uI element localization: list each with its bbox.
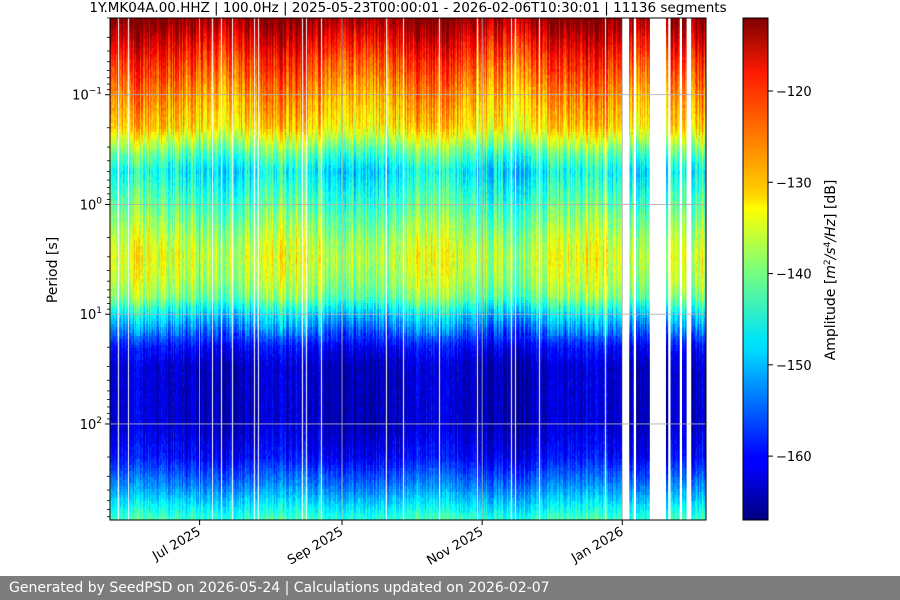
colorbar-tick-label: −120: [776, 85, 812, 100]
x-tick-label: Jul 2025: [149, 524, 203, 564]
colorbar-tick-label: −150: [776, 359, 812, 374]
data-gap: [633, 18, 637, 520]
colorbar-tick-label: −160: [776, 450, 812, 465]
y-tick-label: 10−1: [72, 87, 102, 104]
colorbar-label: Amplitude [m2/s4/Hz] [dB]: [823, 180, 839, 361]
y-axis-ticks: 10−1 100 101 102: [72, 17, 110, 518]
colorbar-tick-label: −130: [776, 176, 812, 191]
grid-lines: [110, 18, 706, 520]
data-gaps: [622, 18, 692, 520]
x-tick-label: Jan 2026: [568, 524, 626, 566]
footer-text: Generated by SeedPSD on 2026-05-24 | Cal…: [9, 580, 550, 596]
y-tick-label: 102: [80, 416, 102, 433]
colorbar: [742, 17, 769, 521]
y-axis-label: Period [s]: [45, 237, 61, 303]
data-gap: [622, 18, 630, 520]
psd-figure: 1Y.MK04A.00.HHZ | 100.0Hz | 2025-05-23T0…: [45, 0, 839, 569]
x-tick-label: Nov 2025: [424, 524, 486, 568]
chart-title: 1Y.MK04A.00.HHZ | 100.0Hz | 2025-05-23T0…: [89, 0, 726, 16]
x-axis-ticks: Jul 2025 Sep 2025 Nov 2025 Jan 2026: [149, 520, 626, 569]
heatmap-image: [110, 18, 706, 520]
footer-bar: Generated by SeedPSD on 2026-05-24 | Cal…: [0, 576, 900, 600]
data-gap: [686, 18, 692, 520]
y-tick-label: 100: [80, 196, 103, 213]
spectrogram-heatmap: [110, 18, 706, 520]
colorbar-tick-label: −140: [776, 268, 812, 283]
plot-frame: [109, 17, 707, 521]
y-tick-label: 101: [80, 306, 102, 323]
data-gap: [649, 18, 666, 520]
data-gap: [668, 18, 671, 520]
colorbar-ticks: −120 −130 −140 −150 −160: [768, 85, 812, 465]
data-gap: [679, 18, 683, 520]
x-tick-label: Sep 2025: [285, 524, 346, 568]
